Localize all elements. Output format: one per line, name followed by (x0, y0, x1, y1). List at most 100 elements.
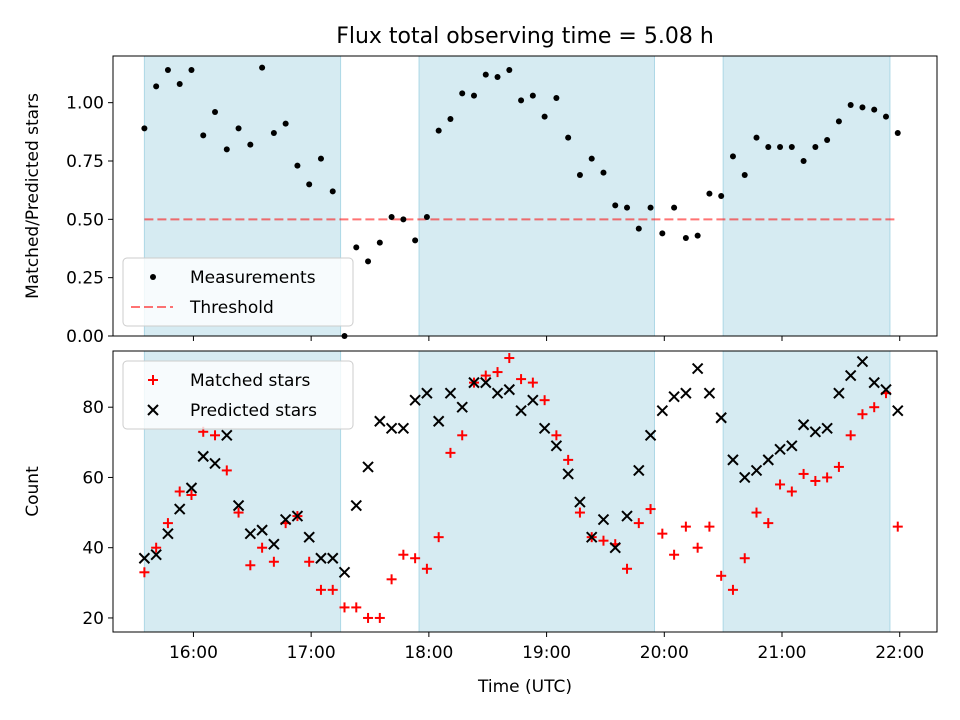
matched-star-point (233, 507, 244, 518)
predicted-star-point (421, 387, 433, 399)
matched-star-point (386, 574, 397, 585)
matched-star-point (622, 563, 633, 574)
measurement-point (706, 190, 713, 197)
matched-star-point (669, 549, 680, 560)
predicted-star-point (327, 552, 339, 564)
top-panel-y-label: Matched/Predicted stars (23, 93, 43, 299)
measurement-point (694, 232, 701, 239)
predicted-star-point (585, 531, 598, 543)
predicted-star-point (809, 426, 822, 438)
matched-star-point (445, 447, 456, 458)
top-panel-frame (112, 55, 938, 337)
predicted-star-point (209, 457, 221, 470)
matched-star-point (457, 430, 468, 441)
matched-star-point (492, 367, 503, 378)
legend-box (122, 360, 354, 430)
legend-label: Threshold (189, 298, 274, 318)
predicted-star-point (279, 513, 292, 526)
measurement-point (494, 74, 501, 80)
measurement-point (470, 92, 477, 99)
predicted-star-point (597, 513, 610, 526)
matched-star-point (716, 570, 727, 581)
observing-interval-2 (418, 55, 655, 337)
matched-star-point (563, 454, 574, 465)
measurement-point (612, 202, 619, 209)
matched-star-point (504, 353, 515, 364)
matched-star-point (421, 563, 432, 574)
predicted-star-point (550, 440, 563, 452)
measurement-point (871, 106, 878, 113)
predicted-star-point (362, 461, 374, 473)
measurement-point (164, 67, 171, 73)
matched-star-point (210, 430, 221, 441)
measurement-point (788, 144, 795, 150)
predicted-star-point (668, 390, 680, 403)
matched-star-point (810, 475, 821, 486)
observing-interval-3 (722, 350, 891, 633)
matched-star-point (304, 556, 315, 567)
x-tick-label: 17:00 (287, 643, 336, 663)
matched-star-point (516, 374, 527, 385)
matched-star-point (315, 584, 326, 595)
bottom-panel-frame (112, 350, 938, 633)
measurement-point (729, 153, 736, 160)
predicted-star-point (880, 383, 892, 396)
measurement-point (553, 95, 560, 101)
measurement-point (317, 155, 324, 162)
predicted-star-point (268, 538, 280, 550)
measurement-point (200, 132, 207, 139)
bottom-panel-x-axis: 16:00 17:00 18:00 19:00 20:00 21:00 22:00 (169, 632, 924, 663)
measurement-point (176, 81, 183, 87)
predicted-star-point (774, 443, 786, 456)
legend-label: Matched stars (190, 371, 310, 391)
predicted-star-point (633, 464, 645, 477)
x-tick-label: 22:00 (875, 643, 924, 663)
measurement-point (412, 237, 419, 244)
predicted-star-point (727, 454, 739, 466)
predicted-star-point (538, 422, 551, 434)
measurement-point (753, 134, 760, 141)
predicted-star-point (350, 499, 362, 512)
matched-star-point (351, 602, 362, 613)
measurement-point (777, 144, 784, 150)
measurement-point (682, 235, 689, 241)
bottom-panel-y-axis: 20 40 60 80 (82, 398, 113, 629)
predicted-star-point (797, 419, 810, 431)
measurement-point (235, 125, 242, 132)
measurement-point (859, 104, 866, 111)
matched-star-point (398, 549, 409, 560)
matched-star-point (786, 486, 797, 497)
matched-star-point (739, 553, 750, 564)
predicted-star-point (432, 415, 445, 427)
matched-star-point (410, 553, 421, 564)
predicted-star-point (456, 401, 468, 413)
y-tick-label: 1.00 (66, 94, 104, 114)
legend-label: Measurements (190, 268, 316, 288)
matched-star-point (363, 612, 374, 623)
measurement-point (329, 188, 336, 195)
matched-star-point (833, 461, 844, 472)
legend-box (122, 257, 354, 327)
matched-star-point (257, 542, 268, 553)
measurement-point (223, 146, 230, 153)
predicted-star-point (680, 387, 692, 399)
measurement-point (565, 134, 572, 141)
measurement-point (376, 239, 383, 246)
measurement-point (506, 67, 513, 73)
matched-star-point (645, 504, 656, 515)
predicted-star-point (786, 440, 798, 452)
predicted-star-point (162, 527, 174, 540)
matched-star-point (633, 518, 644, 529)
bottom-panel-legend: Matched stars Predicted stars (122, 360, 354, 430)
measurement-point (624, 204, 631, 211)
predicted-star-point (503, 383, 516, 396)
top-panel-marks (141, 64, 901, 339)
y-tick-label: 0.50 (66, 210, 104, 230)
measurement-point (212, 109, 219, 115)
matched-star-point (480, 370, 491, 381)
predicted-star-point (527, 394, 539, 406)
x-tick-label: 16:00 (169, 643, 218, 663)
predicted-star-point (833, 387, 845, 399)
top-panel: 0.00 0.25 0.50 0.75 1.00 Flux total observin… (23, 24, 938, 347)
